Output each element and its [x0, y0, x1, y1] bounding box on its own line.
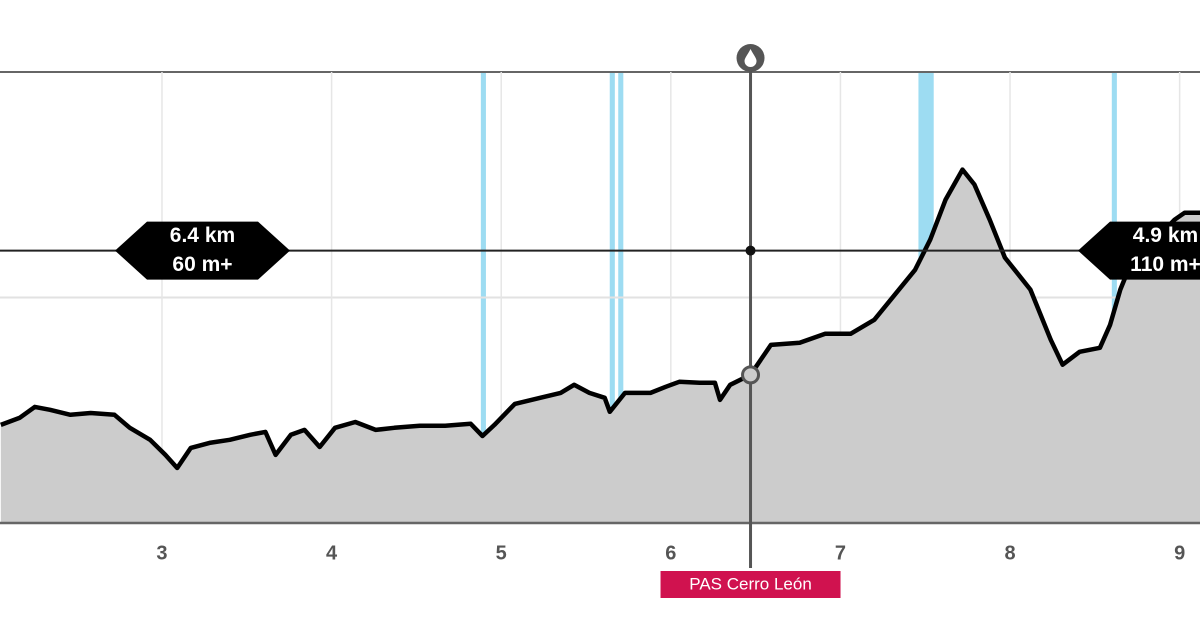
cursor-label-bg: [660, 571, 841, 598]
x-tick-label: 4: [326, 542, 338, 564]
badge: [115, 221, 290, 280]
badge: [1078, 221, 1200, 280]
x-tick-label: 5: [496, 542, 507, 564]
badge-text: 60 m+: [172, 253, 232, 276]
badge-text: 110 m+: [1130, 253, 1200, 276]
x-tick-label: 9: [1174, 542, 1185, 564]
drop-shape: [744, 49, 757, 67]
elevation-area: [0, 169, 1200, 523]
cursor-dot: [745, 245, 756, 256]
x-tick-label: 8: [1004, 542, 1015, 564]
badge-text: 4.9 km: [1133, 224, 1198, 247]
profile-point: [741, 365, 761, 385]
x-tick-label: 7: [835, 542, 846, 564]
x-tick-label: 3: [156, 542, 167, 564]
badge-text: 6.4 km: [170, 224, 235, 247]
cursor-label: PAS Cerro León: [689, 574, 812, 593]
x-tick-label: 6: [665, 542, 676, 564]
elevation-line: [0, 167, 1200, 471]
